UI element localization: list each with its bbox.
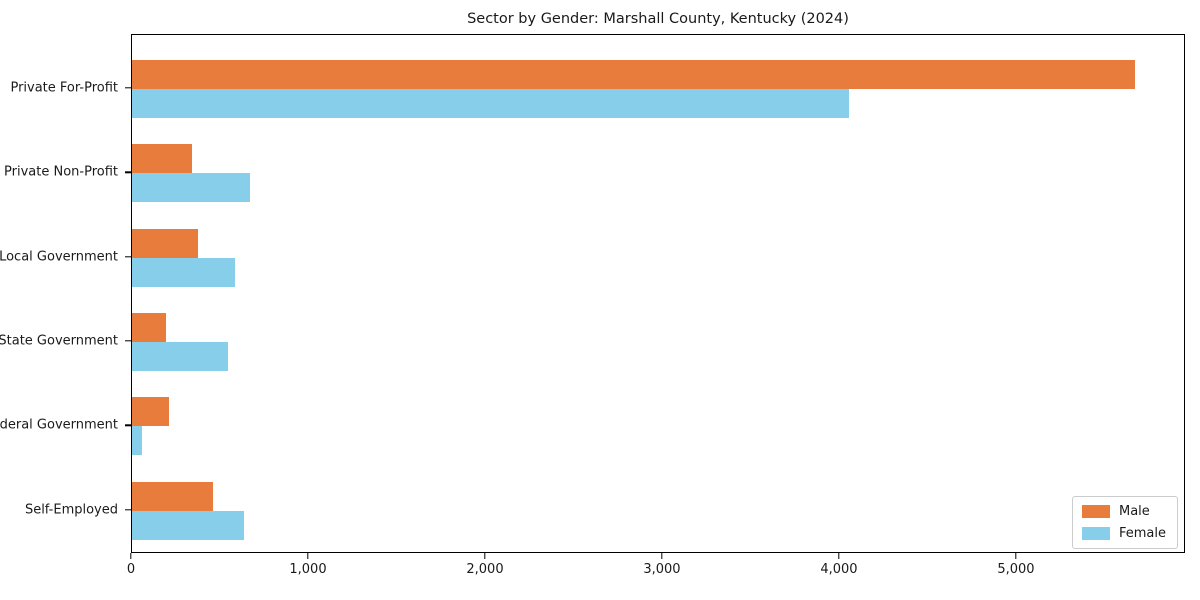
y-tick-mark (125, 509, 131, 511)
y-axis-label-private-for-profit: Private For-Profit (10, 80, 118, 96)
x-tick-mark (130, 553, 132, 559)
bar-male-state-government (132, 313, 167, 343)
y-tick-mark (125, 255, 131, 258)
x-tick-label-1000: 1,000 (289, 562, 327, 577)
plot-area: Male Female (131, 34, 1185, 553)
y-axis-label-private-non-profit: Private Non-Profit (4, 164, 118, 180)
bar-female-state-government (132, 342, 229, 372)
bar-male-self-employed (132, 481, 214, 511)
bar-female-private-non-profit (132, 173, 251, 203)
y-tick-mark (125, 171, 131, 174)
y-axis-label-self-employed: Self-Employed (24, 502, 118, 518)
bar-female-self-employed (132, 510, 245, 540)
x-tick-mark (1015, 553, 1017, 559)
x-tick-label-2000: 2,000 (466, 562, 504, 577)
y-tick-mark (125, 424, 131, 427)
bar-male-private-non-profit (132, 144, 193, 174)
legend-label-male: Male (1118, 504, 1150, 519)
x-tick-mark (838, 553, 840, 559)
x-tick-mark (661, 553, 663, 559)
legend-item-female: Female (1081, 526, 1166, 541)
chart-title: Sector by Gender: Marshall County, Kentu… (467, 11, 849, 27)
bar-female-local-government (132, 257, 236, 287)
x-axis: 0 1,000 2,000 3,000 4,000 5,000 (127, 553, 1185, 593)
y-axis-label-state-government: State Government (0, 333, 118, 349)
bar-male-local-government (132, 228, 199, 258)
legend-swatch-male (1081, 505, 1110, 518)
y-axis-label-federal-government: Federal Government (0, 417, 118, 433)
bar-male-private-for-profit (132, 60, 1135, 89)
bar-male-federal-government (132, 397, 170, 427)
bar-female-federal-government (132, 426, 142, 456)
y-tick-mark (125, 87, 131, 89)
legend-label-female: Female (1118, 526, 1166, 541)
y-tick-mark (125, 340, 131, 342)
x-tick-label-5000: 5,000 (997, 562, 1035, 577)
x-tick-label-4000: 4,000 (820, 562, 858, 577)
x-tick-mark (484, 553, 486, 559)
x-tick-mark (307, 553, 309, 559)
x-tick-label-0: 0 (126, 562, 136, 577)
legend-item-male: Male (1081, 504, 1166, 519)
x-tick-label-3000: 3,000 (643, 562, 681, 577)
legend: Male Female (1071, 496, 1178, 549)
legend-swatch-female (1081, 527, 1110, 540)
y-axis-label-local-government: Local Government (0, 249, 118, 265)
bar-female-private-for-profit (132, 89, 850, 118)
y-axis: Private For-Profit Private Non-Profit Loca… (0, 34, 131, 553)
